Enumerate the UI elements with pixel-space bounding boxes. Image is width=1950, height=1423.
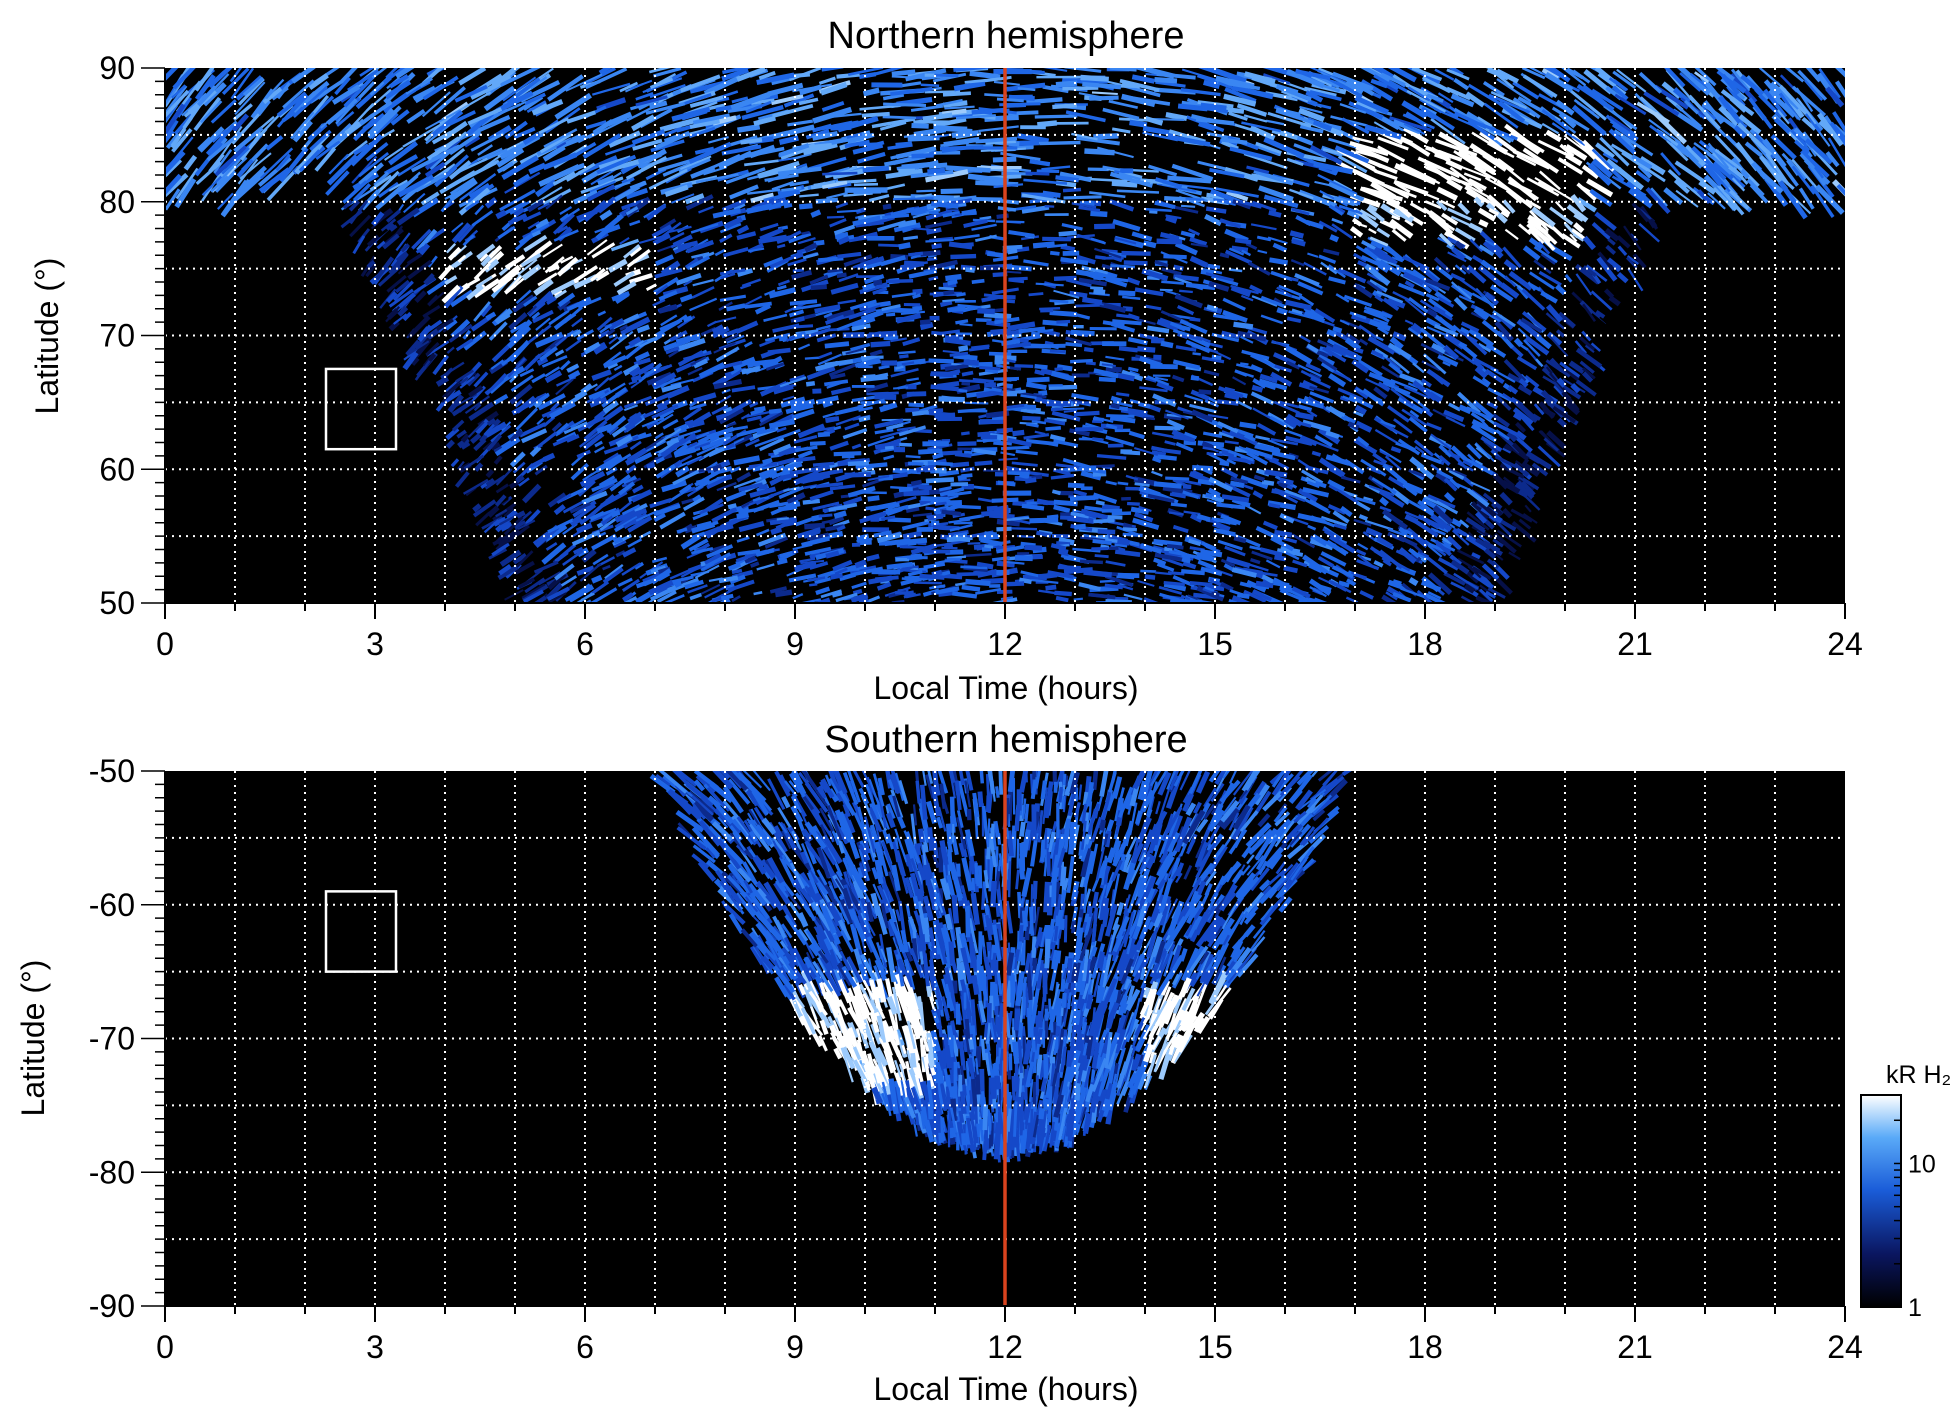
colorbar-tick-label: 1 bbox=[1908, 1294, 1922, 1322]
x-tick-label: 21 bbox=[1617, 1329, 1653, 1365]
x-tick-label: 15 bbox=[1197, 1329, 1233, 1365]
colorbar-gradient bbox=[1860, 1094, 1902, 1308]
y-tick-label: 90 bbox=[99, 50, 135, 86]
y-tick-label: 70 bbox=[99, 318, 135, 354]
y-tick-label: 50 bbox=[99, 585, 135, 621]
x-tick-label: 0 bbox=[156, 626, 174, 662]
northern-hemisphere-panel: Northern hemisphere 0 3 6 9 12 15 18 21 24 50 60 70… bbox=[29, 15, 1863, 706]
x-tick-label: 12 bbox=[987, 1329, 1023, 1365]
y-tick-label: -50 bbox=[89, 753, 135, 789]
marker-box bbox=[324, 367, 398, 451]
x-tick-label: 9 bbox=[786, 626, 804, 662]
x-tick-label: 9 bbox=[786, 1329, 804, 1365]
panel-title: Northern hemisphere bbox=[828, 15, 1185, 57]
x-axis-label: Local Time (hours) bbox=[874, 670, 1139, 706]
x-tick-label: 3 bbox=[366, 626, 384, 662]
y-axis-label: Latitude (°) bbox=[29, 258, 65, 415]
axes: 0 3 6 9 12 15 18 21 24 50 60 70 80 90 bbox=[99, 50, 1862, 662]
x-tick-label: 6 bbox=[576, 1329, 594, 1365]
y-tick-label: -80 bbox=[89, 1154, 135, 1190]
axes: 0 3 6 9 12 15 18 21 24 -90 -80 -70 -60 -50 bbox=[89, 753, 1863, 1365]
y-tick-label: -90 bbox=[89, 1288, 135, 1324]
y-tick-label: 60 bbox=[99, 451, 135, 487]
gridlines bbox=[165, 68, 1845, 603]
x-tick-label: 24 bbox=[1827, 626, 1863, 662]
auroral-emission bbox=[165, 68, 1845, 603]
y-axis-label: Latitude (°) bbox=[15, 960, 51, 1117]
x-tick-label: 18 bbox=[1407, 1329, 1443, 1365]
x-tick-label: 21 bbox=[1617, 626, 1653, 662]
colorbar-tick-label: 10 bbox=[1908, 1150, 1936, 1178]
x-tick-label: 6 bbox=[576, 626, 594, 662]
x-tick-label: 18 bbox=[1407, 626, 1443, 662]
x-tick-label: 12 bbox=[987, 626, 1023, 662]
panel-title: Southern hemisphere bbox=[824, 719, 1187, 761]
x-tick-label: 24 bbox=[1827, 1329, 1863, 1365]
y-tick-label: -70 bbox=[89, 1021, 135, 1057]
southern-hemisphere-panel: Southern hemisphere 0 3 6 9 12 15 18 21 24 -90 -80… bbox=[15, 719, 1863, 1407]
gridlines bbox=[165, 771, 1845, 1306]
y-tick-label: -60 bbox=[89, 887, 135, 923]
colorbar-label: kR H₂ bbox=[1886, 1061, 1950, 1089]
y-tick-label: 80 bbox=[99, 184, 135, 220]
colorbar: kR H₂ 1 10 bbox=[1860, 1061, 1950, 1322]
x-tick-label: 0 bbox=[156, 1329, 174, 1365]
x-axis-label: Local Time (hours) bbox=[874, 1371, 1139, 1407]
marker-box bbox=[324, 890, 398, 973]
auroral-emission bbox=[649, 771, 1352, 1163]
x-tick-label: 3 bbox=[366, 1329, 384, 1365]
x-tick-label: 15 bbox=[1197, 626, 1233, 662]
